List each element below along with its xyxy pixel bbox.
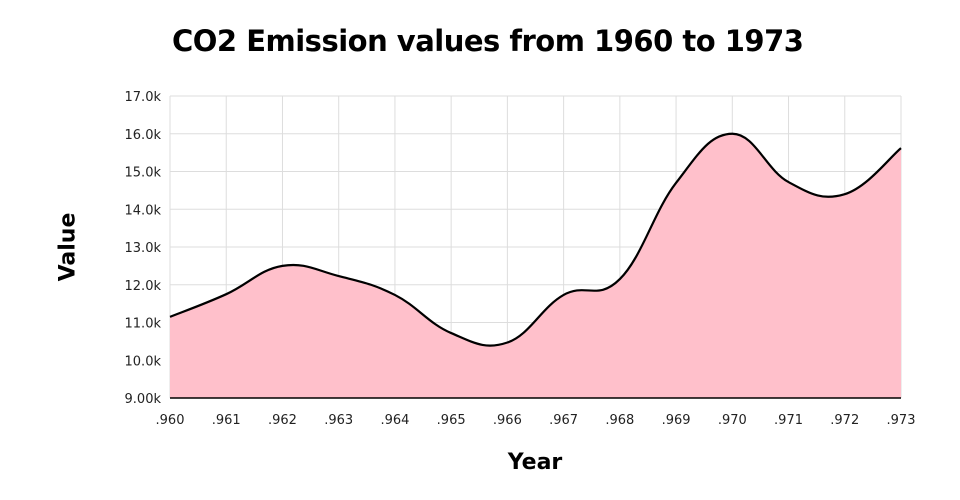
- y-tick-label: 12.0k: [125, 279, 162, 294]
- x-tick-label: .967: [549, 413, 578, 428]
- area-fill: [170, 133, 901, 399]
- series-line: [169, 132, 902, 347]
- x-tick-label: .970: [718, 413, 747, 428]
- x-tick-label: .965: [437, 413, 466, 428]
- plot-area: [169, 132, 902, 399]
- y-tick-label: 11.0k: [125, 317, 162, 332]
- y-tick-label: 15.0k: [125, 166, 162, 181]
- y-tick-label: 9.00k: [125, 392, 162, 407]
- y-tick-label: 14.0k: [125, 203, 162, 218]
- x-tick-label: .963: [324, 413, 353, 428]
- x-tick-label: .964: [380, 413, 409, 428]
- y-axis-ticks: 9.00k 10.0k 11.0k 12.0k 13.0k 14.0k 15.0k 16.0k…: [125, 90, 162, 407]
- chart-title: CO2 Emission values from 1960 to 1973: [172, 24, 804, 58]
- y-tick-label: 10.0k: [125, 354, 162, 369]
- x-tick-label: .966: [493, 413, 522, 428]
- x-tick-label: .961: [212, 413, 241, 428]
- x-axis-ticks: .960 .961 .962 .963 .964 .965 .966 .967 .968 .969…: [156, 413, 916, 428]
- x-tick-label: .968: [605, 413, 634, 428]
- x-axis-label: Year: [507, 450, 563, 475]
- x-tick-label: .971: [774, 413, 803, 428]
- y-tick-label: 17.0k: [125, 90, 162, 105]
- x-tick-label: .962: [268, 413, 297, 428]
- x-tick-label: .960: [156, 413, 185, 428]
- y-tick-label: 13.0k: [125, 241, 162, 256]
- x-tick-label: .973: [887, 413, 916, 428]
- x-tick-label: .969: [662, 413, 691, 428]
- x-tick-label: .972: [830, 413, 859, 428]
- y-tick-label: 16.0k: [125, 128, 162, 143]
